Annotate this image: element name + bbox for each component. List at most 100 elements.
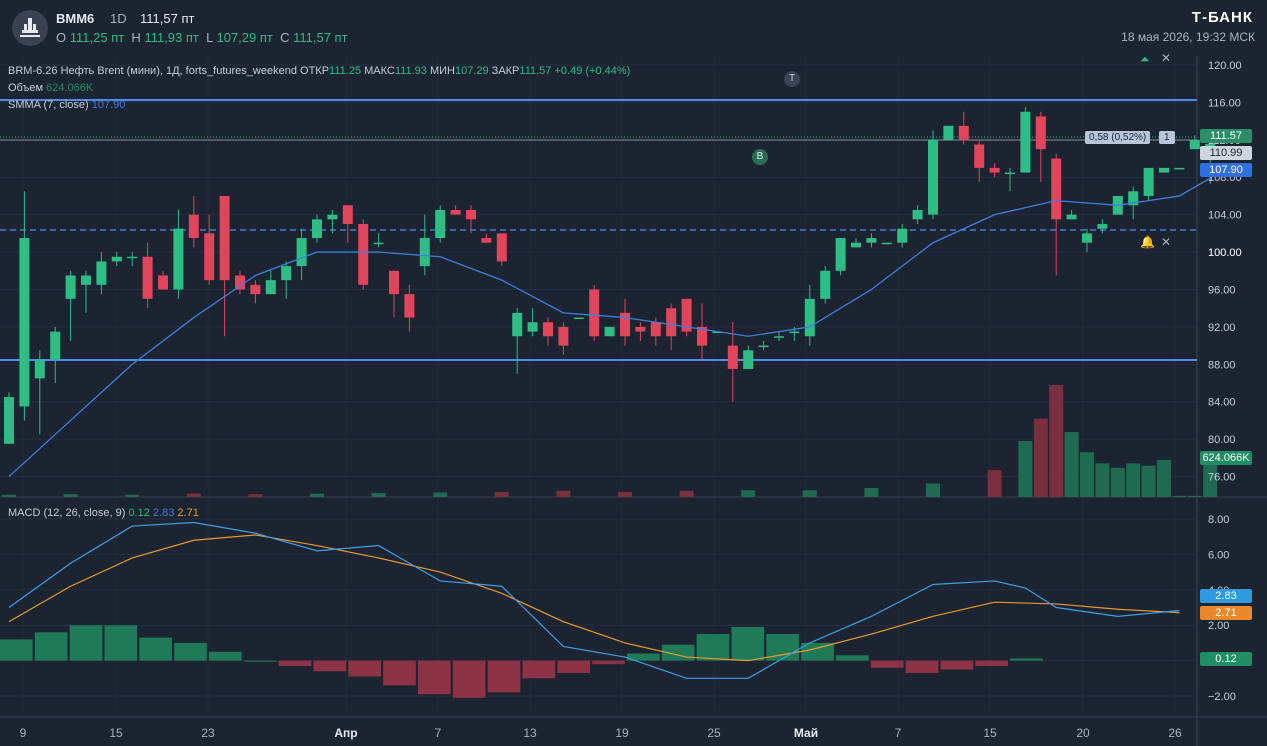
candle-body — [96, 261, 107, 285]
candle-body — [19, 238, 30, 407]
macd-histogram-bar — [69, 625, 103, 661]
volume-bar — [1033, 418, 1048, 497]
macd-histogram-bar — [487, 660, 521, 693]
volume-bar — [494, 491, 509, 497]
candle-body — [943, 125, 954, 140]
volume-bar — [618, 491, 632, 497]
candle-body — [419, 238, 430, 267]
volume-bar — [926, 483, 940, 497]
time-axis-label: 7 — [895, 726, 902, 740]
macd-histogram-bar — [592, 660, 625, 665]
price-chart[interactable]: 120.00116.00112.00108.00104.00100.0096.0… — [0, 56, 1267, 746]
low-label: L — [206, 30, 213, 45]
price-tag-smma: 107.90 — [1200, 163, 1252, 177]
candle-body — [65, 275, 76, 299]
candle-body — [34, 359, 45, 379]
candle-body — [989, 167, 1000, 173]
candle-body — [327, 214, 338, 220]
volume-bar — [556, 490, 571, 497]
macd-line — [8, 521, 1180, 679]
candle-body — [912, 209, 923, 220]
price-axis-label: 88.00 — [1208, 359, 1236, 371]
close-label: C — [280, 30, 290, 45]
time-axis-label: 26 — [1168, 726, 1182, 740]
time-axis-label: 13 — [523, 726, 537, 740]
candle-body — [296, 238, 307, 267]
candle-body — [1097, 224, 1108, 229]
candle-body — [712, 331, 723, 334]
spread-count: 1 — [1159, 131, 1175, 144]
volume-bar — [1080, 452, 1094, 497]
candle-body — [81, 275, 91, 285]
candle-body — [866, 238, 877, 243]
legend-smma-label: SMMA (7, close) — [8, 99, 89, 111]
volume-bar — [802, 490, 817, 497]
candle-body — [1051, 158, 1062, 220]
remove-alert-close-icon[interactable]: ✕ — [1161, 235, 1172, 249]
candle-body — [235, 275, 245, 290]
candle-body — [604, 326, 615, 337]
candle-body — [958, 125, 969, 140]
legend-open-label: ОТКР — [300, 65, 330, 77]
candle-body — [158, 275, 168, 290]
chart-legend-volume: Объем 624.066K — [8, 82, 93, 94]
price-tag-volume: 624.066K — [1200, 451, 1252, 465]
candle-body — [835, 238, 846, 271]
legend-smma-value: 107.90 — [91, 99, 126, 111]
macd-histogram-bar — [522, 660, 556, 679]
price-axis-label: 116.00 — [1208, 97, 1241, 109]
time-axis-label: Апр — [334, 726, 357, 740]
candle-body — [4, 397, 14, 444]
candle-body — [1174, 167, 1185, 170]
timeframe-label[interactable]: 1D — [110, 11, 127, 26]
candle-body — [1005, 172, 1015, 175]
symbol-ticker[interactable]: BMM6 — [56, 11, 95, 26]
candle-body — [1082, 233, 1092, 243]
legend-high-label: МАКС — [364, 65, 395, 77]
candle-body — [666, 308, 677, 337]
candle-body — [435, 209, 446, 239]
event-marker-b[interactable]: B — [752, 149, 768, 165]
candle-body — [450, 209, 461, 215]
brand-logo: Т-БАНК — [1191, 9, 1253, 26]
macd-signal-line — [8, 534, 1180, 662]
macd-histogram-bar — [696, 634, 730, 661]
candle-body — [358, 224, 369, 285]
price-axis-label: 76.00 — [1208, 472, 1236, 484]
candle-body — [496, 233, 507, 262]
candle-body — [727, 345, 738, 369]
time-axis-label: 20 — [1076, 726, 1090, 740]
time-axis-label: 15 — [983, 726, 997, 740]
event-marker-t[interactable]: T — [784, 71, 800, 87]
volume-bar — [248, 494, 263, 497]
macd-tag-line: 2.83 — [1200, 589, 1252, 603]
legend-low-value: 107.29 — [454, 65, 489, 77]
alert-level-label: 100.00 — [1208, 247, 1242, 259]
high-value: 111,93 пт — [144, 30, 199, 45]
close-icon-top[interactable]: ✕ — [1161, 51, 1172, 65]
legend-close-label: ЗАКР — [491, 65, 520, 77]
smma-line — [8, 177, 1211, 478]
time-axis-label: 15 — [109, 726, 123, 740]
volume-bar — [1203, 463, 1218, 497]
candle-body — [1159, 167, 1169, 173]
volume-bar — [987, 470, 1002, 497]
volume-bar — [63, 494, 78, 497]
time-axis-label: 19 — [615, 726, 629, 740]
top-header: BMM6 1D 111,57 пт O 111,25 пт H 111,93 п… — [0, 0, 1267, 56]
datetime-label: 18 мая 2026, 19:32 МСК — [1121, 30, 1255, 44]
candle-body — [928, 139, 938, 215]
candle-body — [342, 205, 353, 225]
time-axis-label: 23 — [201, 726, 215, 740]
alert-bell-icon-top[interactable]: ⏶ — [1140, 52, 1150, 66]
volume-bar — [1187, 495, 1202, 497]
time-axis-label: Май — [794, 726, 818, 740]
price-tag-close: 111.57 — [1200, 129, 1252, 143]
legend-macd-label: MACD (12, 26, close, 9) — [8, 507, 126, 519]
alert-bell-icon[interactable]: 🔔 — [1140, 235, 1155, 249]
candle-body — [804, 298, 815, 337]
candle-body — [589, 289, 600, 337]
volume-bar — [125, 494, 140, 497]
candle-body — [697, 326, 707, 346]
candle-body — [789, 331, 800, 334]
